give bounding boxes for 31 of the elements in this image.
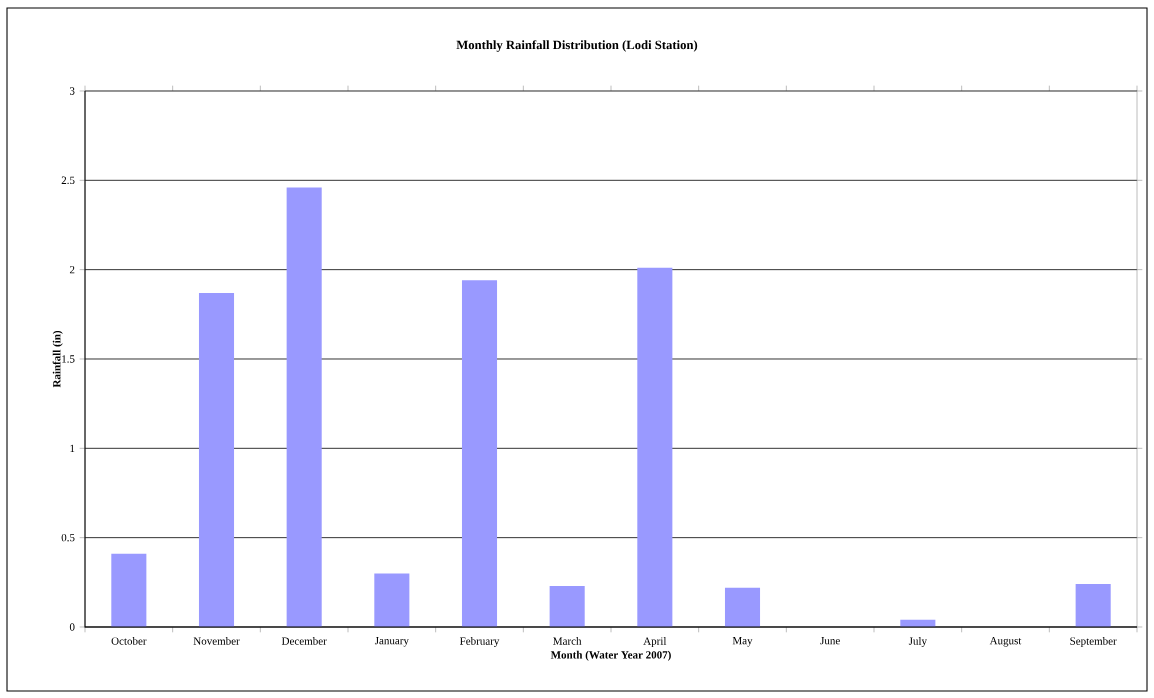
- x-tick-label: September: [1070, 637, 1117, 647]
- bar: [1075, 584, 1111, 627]
- bar: [637, 267, 673, 627]
- bar: [198, 292, 235, 627]
- y-tick-label: 2.5: [61, 176, 75, 185]
- x-tick-label: May: [732, 637, 753, 647]
- y-tick-label: 1: [70, 444, 75, 452]
- bar: [286, 187, 322, 627]
- chart-title: Monthly Rainfall Distribution (Lodi Station): [456, 40, 698, 52]
- bar: [724, 587, 761, 627]
- x-tick-label: March: [553, 637, 582, 645]
- x-tick-label: January: [374, 637, 409, 647]
- x-tick-label: June: [820, 637, 840, 645]
- x-tick-label: July: [908, 637, 927, 648]
- y-tick-label: 0.5: [61, 533, 75, 542]
- x-tick-label: December: [281, 637, 327, 645]
- bar: [549, 585, 585, 627]
- y-tick-label: 2: [69, 266, 75, 274]
- y-tick-label: 3: [69, 87, 75, 95]
- bar: [374, 573, 410, 627]
- y-tick-label: 1.5: [62, 355, 75, 363]
- y-tick-label: 0: [69, 623, 75, 631]
- bar: [461, 280, 498, 627]
- x-tick-label: October: [111, 637, 147, 645]
- y-axis-title: Rainfall (in): [52, 330, 63, 388]
- x-tick-label: November: [193, 637, 240, 645]
- x-tick-label: August: [989, 637, 1022, 647]
- x-tick-label: April: [643, 637, 667, 647]
- x-tick-label: February: [459, 637, 500, 648]
- bar: [111, 553, 147, 627]
- x-axis-title: Month (Water Year 2007): [550, 650, 671, 661]
